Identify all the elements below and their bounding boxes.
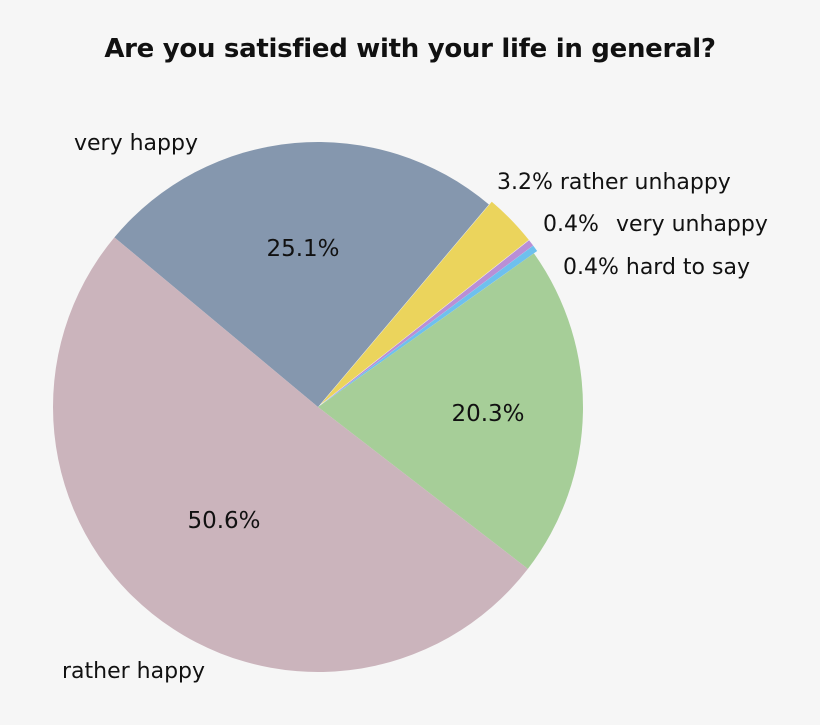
pie-slice-very-happy bbox=[114, 142, 489, 407]
slice-label-very-happy: very happy bbox=[74, 131, 198, 156]
pie-slice-rather-unhappy bbox=[320, 201, 529, 405]
pie-slices bbox=[53, 142, 584, 672]
slice-value-green: 20.3% bbox=[451, 401, 524, 427]
slice-label-very-unhappy: very unhappy bbox=[616, 212, 768, 237]
slice-label-rather-unhappy: 3.2% rather unhappy bbox=[497, 170, 731, 195]
slice-value-rather-happy: 50.6% bbox=[187, 508, 260, 534]
slice-value-very-happy: 25.1% bbox=[266, 236, 339, 262]
pie-slice-rather-happy bbox=[53, 237, 528, 672]
chart-title: Are you satisfied with your life in gene… bbox=[104, 34, 716, 64]
pie-slice-unlabeled-green bbox=[318, 253, 584, 569]
slice-value-very-unhappy: 0.4% bbox=[543, 212, 599, 237]
pie-slice-very-unhappy bbox=[321, 240, 534, 405]
pie-slice-hard-to-say bbox=[321, 245, 538, 405]
slice-label-rather-happy: rather happy bbox=[62, 659, 205, 684]
slice-label-hard-to-say: 0.4% hard to say bbox=[563, 255, 750, 280]
